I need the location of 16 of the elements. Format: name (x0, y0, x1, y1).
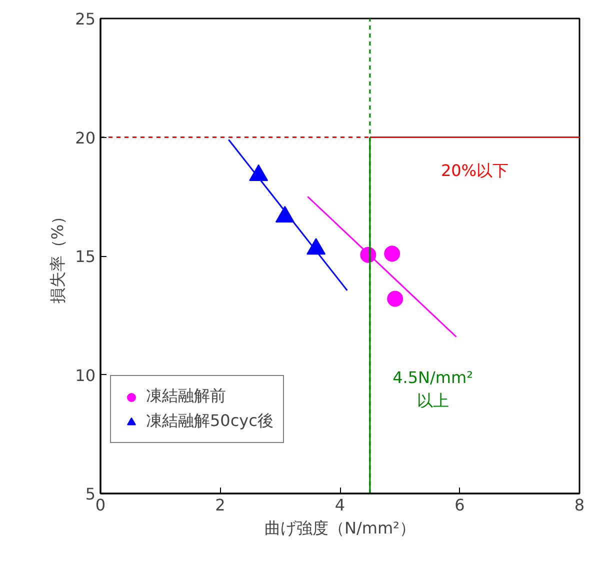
y-tick-label: 15 (75, 247, 96, 266)
y-tick-label: 5 (85, 484, 96, 504)
ref-line-label: 4.5N/mm² 以上 (392, 368, 473, 410)
legend-label: 凍結融解前 (146, 386, 226, 407)
x-tick-label: 6 (454, 496, 465, 514)
y-tick-label: 25 (75, 10, 96, 28)
x-tick-label: 0 (95, 496, 106, 514)
y-tick-label: 10 (75, 366, 96, 385)
x-tick-label: 8 (574, 496, 585, 514)
legend-label: 凍結融解50cyc後 (146, 411, 274, 432)
x-tick-label: 2 (215, 496, 226, 514)
x-tick-label: 4 (334, 496, 346, 514)
y-tick-label: 20 (75, 128, 96, 148)
y-axis-title: 損失率（%） (48, 208, 68, 304)
ref-line-label: 20%以下 (440, 161, 508, 180)
x-axis-title: 曲げ強度（N/mm²） (264, 518, 416, 538)
